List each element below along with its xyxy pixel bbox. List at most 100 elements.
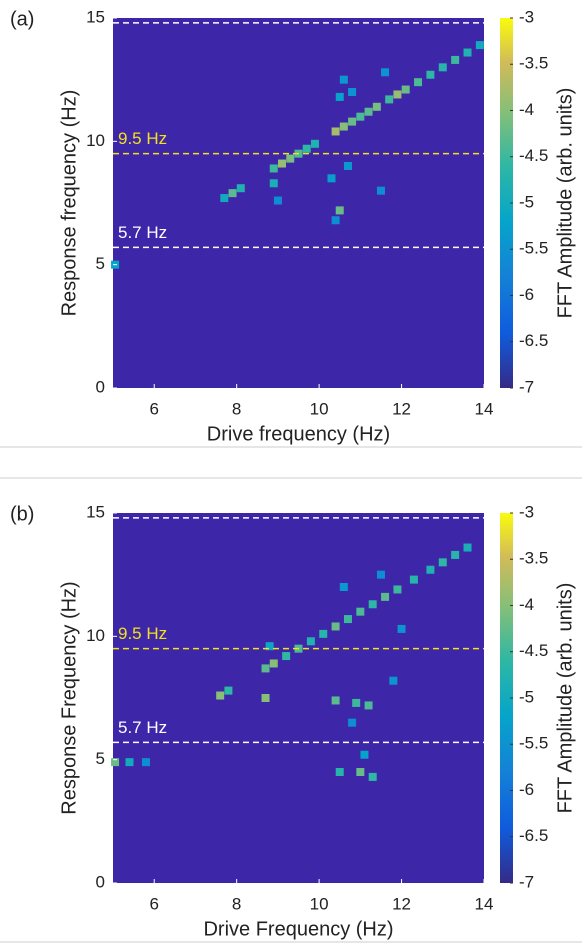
- cell: [125, 758, 134, 767]
- cell: [389, 676, 398, 685]
- plot-area: [113, 513, 484, 883]
- cell: [327, 174, 336, 183]
- cell: [265, 642, 274, 651]
- colorbar-tick-label: -5: [519, 192, 534, 211]
- colorbar-tick-label: -5.5: [519, 734, 548, 753]
- y-axis-label: Response frequency (Hz): [58, 90, 80, 317]
- x-tick-label: 8: [232, 894, 241, 913]
- x-tick-label: 6: [149, 894, 158, 913]
- y-axis-label: Response Frequency (Hz): [58, 581, 80, 814]
- colorbar-tick-label: -3.5: [519, 54, 548, 73]
- cell: [409, 575, 418, 584]
- cell: [401, 85, 410, 94]
- cell: [364, 107, 373, 116]
- cell: [339, 75, 348, 84]
- cell: [438, 558, 447, 567]
- reference-label: 14.8 Hz: [118, 493, 177, 512]
- x-tick-label: 14: [475, 894, 494, 913]
- cell: [438, 63, 447, 72]
- reference-label: 5.7 Hz: [118, 718, 167, 737]
- cell: [319, 629, 328, 638]
- cell: [278, 159, 287, 168]
- colorbar-tick-label: -6: [519, 780, 534, 799]
- reference-label: 14.8 Hz: [118, 0, 177, 17]
- cell: [261, 664, 270, 673]
- y-tick-label: 5: [96, 254, 105, 273]
- cell: [343, 162, 352, 170]
- y-tick-label: 15: [86, 7, 105, 26]
- colorbar-tick-label: -4: [519, 100, 534, 119]
- cell: [224, 686, 233, 695]
- cell: [356, 607, 365, 616]
- cell: [220, 194, 229, 203]
- cell: [381, 68, 390, 77]
- x-tick-label: 8: [232, 399, 241, 418]
- cell: [397, 624, 406, 633]
- cell: [335, 92, 344, 101]
- cell: [348, 88, 357, 96]
- cell: [385, 95, 394, 104]
- cell: [335, 206, 344, 215]
- cell: [236, 184, 245, 193]
- x-axis-label: Drive Frequency (Hz): [203, 918, 393, 940]
- colorbar-tick-label: -6.5: [519, 331, 548, 350]
- colorbar-tick-label: -5: [519, 687, 534, 706]
- panel-label: (b): [10, 503, 34, 525]
- colorbar-tick-label: -6.5: [519, 826, 548, 845]
- cell: [368, 600, 377, 609]
- cell: [331, 696, 340, 705]
- y-tick-label: 10: [86, 131, 105, 150]
- cell: [376, 186, 385, 195]
- y-tick-label: 0: [96, 872, 105, 891]
- colorbar-tick-label: -4: [519, 595, 534, 614]
- x-axis-label: Drive frequency (Hz): [207, 423, 390, 445]
- x-tick-label: 14: [475, 399, 494, 418]
- x-tick-label: 10: [310, 399, 329, 418]
- colorbar: [500, 18, 513, 388]
- cell: [273, 196, 282, 205]
- cell: [261, 694, 270, 702]
- cell: [360, 750, 369, 759]
- reference-label: 5.7 Hz: [118, 223, 167, 242]
- x-tick-label: 10: [310, 894, 329, 913]
- cell: [310, 139, 319, 148]
- colorbar-tick-label: -3.5: [519, 549, 548, 568]
- cell: [451, 550, 460, 559]
- colorbar-tick-label: -3: [519, 7, 534, 26]
- y-tick-label: 5: [96, 749, 105, 768]
- cell: [282, 652, 291, 661]
- cell: [414, 78, 423, 87]
- colorbar-label: FFT Amplitude (arb. units): [554, 583, 576, 814]
- colorbar-tick-label: -3: [519, 502, 534, 521]
- colorbar-tick-label: -7: [519, 872, 534, 891]
- cell: [463, 543, 472, 552]
- cell: [364, 701, 373, 710]
- colorbar-tick-label: -6: [519, 285, 534, 304]
- cell: [368, 772, 377, 781]
- cell: [376, 570, 385, 579]
- cell: [475, 41, 484, 50]
- cell: [356, 112, 365, 121]
- cell: [393, 90, 402, 99]
- cell: [306, 637, 315, 646]
- cell: [269, 659, 278, 668]
- cell: [426, 565, 435, 574]
- cell: [426, 70, 435, 79]
- cell: [331, 216, 340, 225]
- cell: [393, 585, 402, 594]
- colorbar-tick-label: -5.5: [519, 239, 548, 258]
- y-tick-label: 10: [86, 626, 105, 645]
- colorbar-label: FFT Amplitude (arb. units): [554, 88, 576, 319]
- plot-area: [113, 18, 484, 388]
- cell: [339, 583, 348, 591]
- reference-label: 9.5 Hz: [118, 129, 167, 148]
- cell: [463, 48, 472, 57]
- cell: [269, 179, 278, 188]
- y-tick-label: 15: [86, 502, 105, 521]
- colorbar: [500, 513, 513, 883]
- x-tick-label: 12: [392, 399, 411, 418]
- reference-label: 9.5 Hz: [118, 624, 167, 643]
- cell: [302, 144, 311, 153]
- colorbar-tick-label: -4.5: [519, 641, 548, 660]
